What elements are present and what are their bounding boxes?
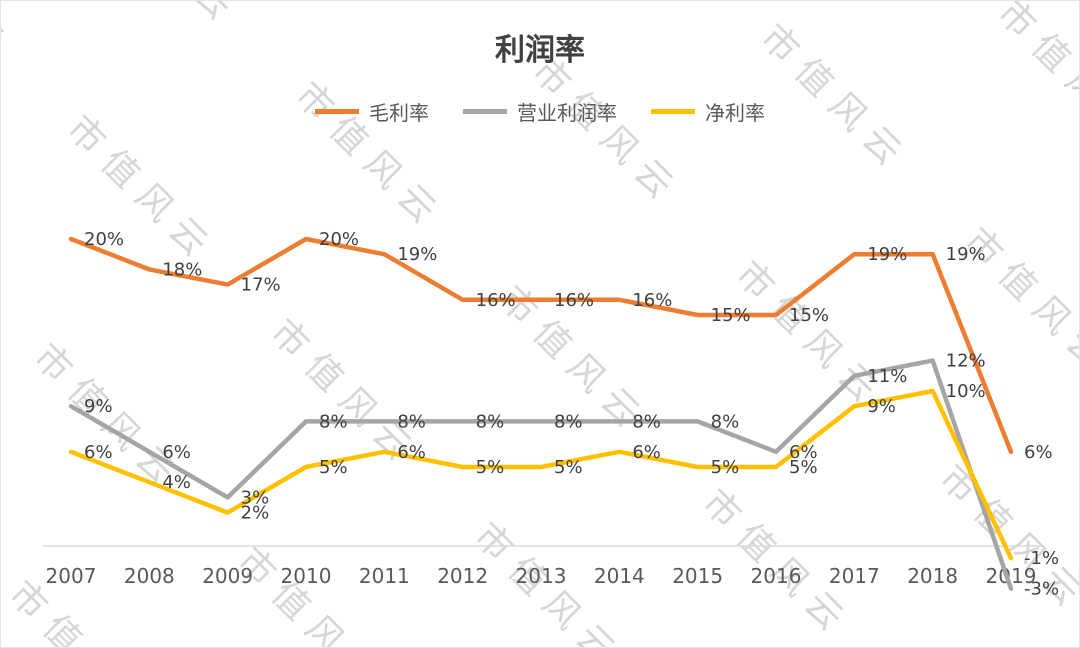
data-label: 16%	[554, 290, 594, 311]
data-label: 8%	[476, 411, 505, 432]
data-label: 4%	[162, 472, 191, 493]
data-label: 16%	[632, 290, 672, 311]
data-label: 19%	[946, 244, 986, 265]
data-label: 3%	[241, 487, 270, 508]
data-label: 19%	[867, 244, 907, 265]
x-axis-label: 2015	[672, 564, 723, 588]
data-label: 6%	[162, 442, 191, 463]
legend-label-net-margin: 净利率	[705, 101, 765, 125]
legend-item-net-margin: 净利率	[651, 97, 765, 126]
x-axis-label: 2012	[437, 564, 488, 588]
x-axis-label: 2008	[124, 564, 175, 588]
x-axis-label: 2013	[516, 564, 567, 588]
data-label: 12%	[946, 351, 986, 372]
data-label: 10%	[946, 381, 986, 402]
data-label: 5%	[554, 457, 583, 478]
legend: 毛利率 营业利润率 净利率	[1, 97, 1079, 126]
data-label: 8%	[711, 411, 740, 432]
x-axis-label: 2017	[829, 564, 880, 588]
x-axis-label: 2016	[751, 564, 802, 588]
data-label: 20%	[319, 229, 359, 250]
data-label: 20%	[84, 229, 124, 250]
data-label: 6%	[789, 442, 818, 463]
data-label: 6%	[1024, 442, 1053, 463]
data-label: 5%	[476, 457, 505, 478]
data-label: 8%	[319, 411, 348, 432]
legend-item-gross-margin: 毛利率	[315, 97, 429, 126]
data-label: -1%	[1024, 548, 1059, 569]
data-label: 5%	[319, 457, 348, 478]
data-label: 5%	[711, 457, 740, 478]
data-label: -3%	[1024, 579, 1059, 600]
x-axis-label: 2018	[907, 564, 958, 588]
series-line	[68, 388, 1014, 561]
legend-label-operating-margin: 营业利润率	[517, 101, 617, 125]
x-axis-label: 2011	[359, 564, 410, 588]
legend-item-operating-margin: 营业利润率	[463, 97, 617, 126]
data-label: 16%	[476, 290, 516, 311]
data-label: 17%	[241, 275, 281, 296]
data-label: 6%	[84, 442, 113, 463]
data-label: 5%	[789, 457, 818, 478]
data-label: 8%	[554, 411, 583, 432]
legend-line-swatch-icon	[463, 109, 507, 114]
x-axis-label: 2007	[46, 564, 97, 588]
x-axis-label: 2010	[281, 564, 332, 588]
data-label: 2%	[241, 503, 270, 524]
data-label: 18%	[162, 259, 202, 280]
chart-title: 利润率	[495, 33, 585, 68]
data-label: 19%	[397, 244, 437, 265]
legend-label-gross-margin: 毛利率	[369, 101, 429, 125]
x-axis-label: 2009	[202, 564, 253, 588]
data-label: 15%	[789, 305, 829, 326]
series-line	[68, 358, 1014, 591]
data-label: 9%	[867, 396, 896, 417]
data-label: 9%	[84, 396, 113, 417]
legend-line-swatch-icon	[651, 109, 695, 114]
data-label: 15%	[711, 305, 751, 326]
data-label: 6%	[632, 442, 661, 463]
series-line	[68, 236, 1014, 455]
data-label: 6%	[397, 442, 426, 463]
legend-line-swatch-icon	[315, 109, 359, 114]
data-label: 11%	[867, 366, 907, 387]
data-label: 8%	[632, 411, 661, 432]
data-label: 8%	[397, 411, 426, 432]
x-axis-label: 2014	[594, 564, 645, 588]
